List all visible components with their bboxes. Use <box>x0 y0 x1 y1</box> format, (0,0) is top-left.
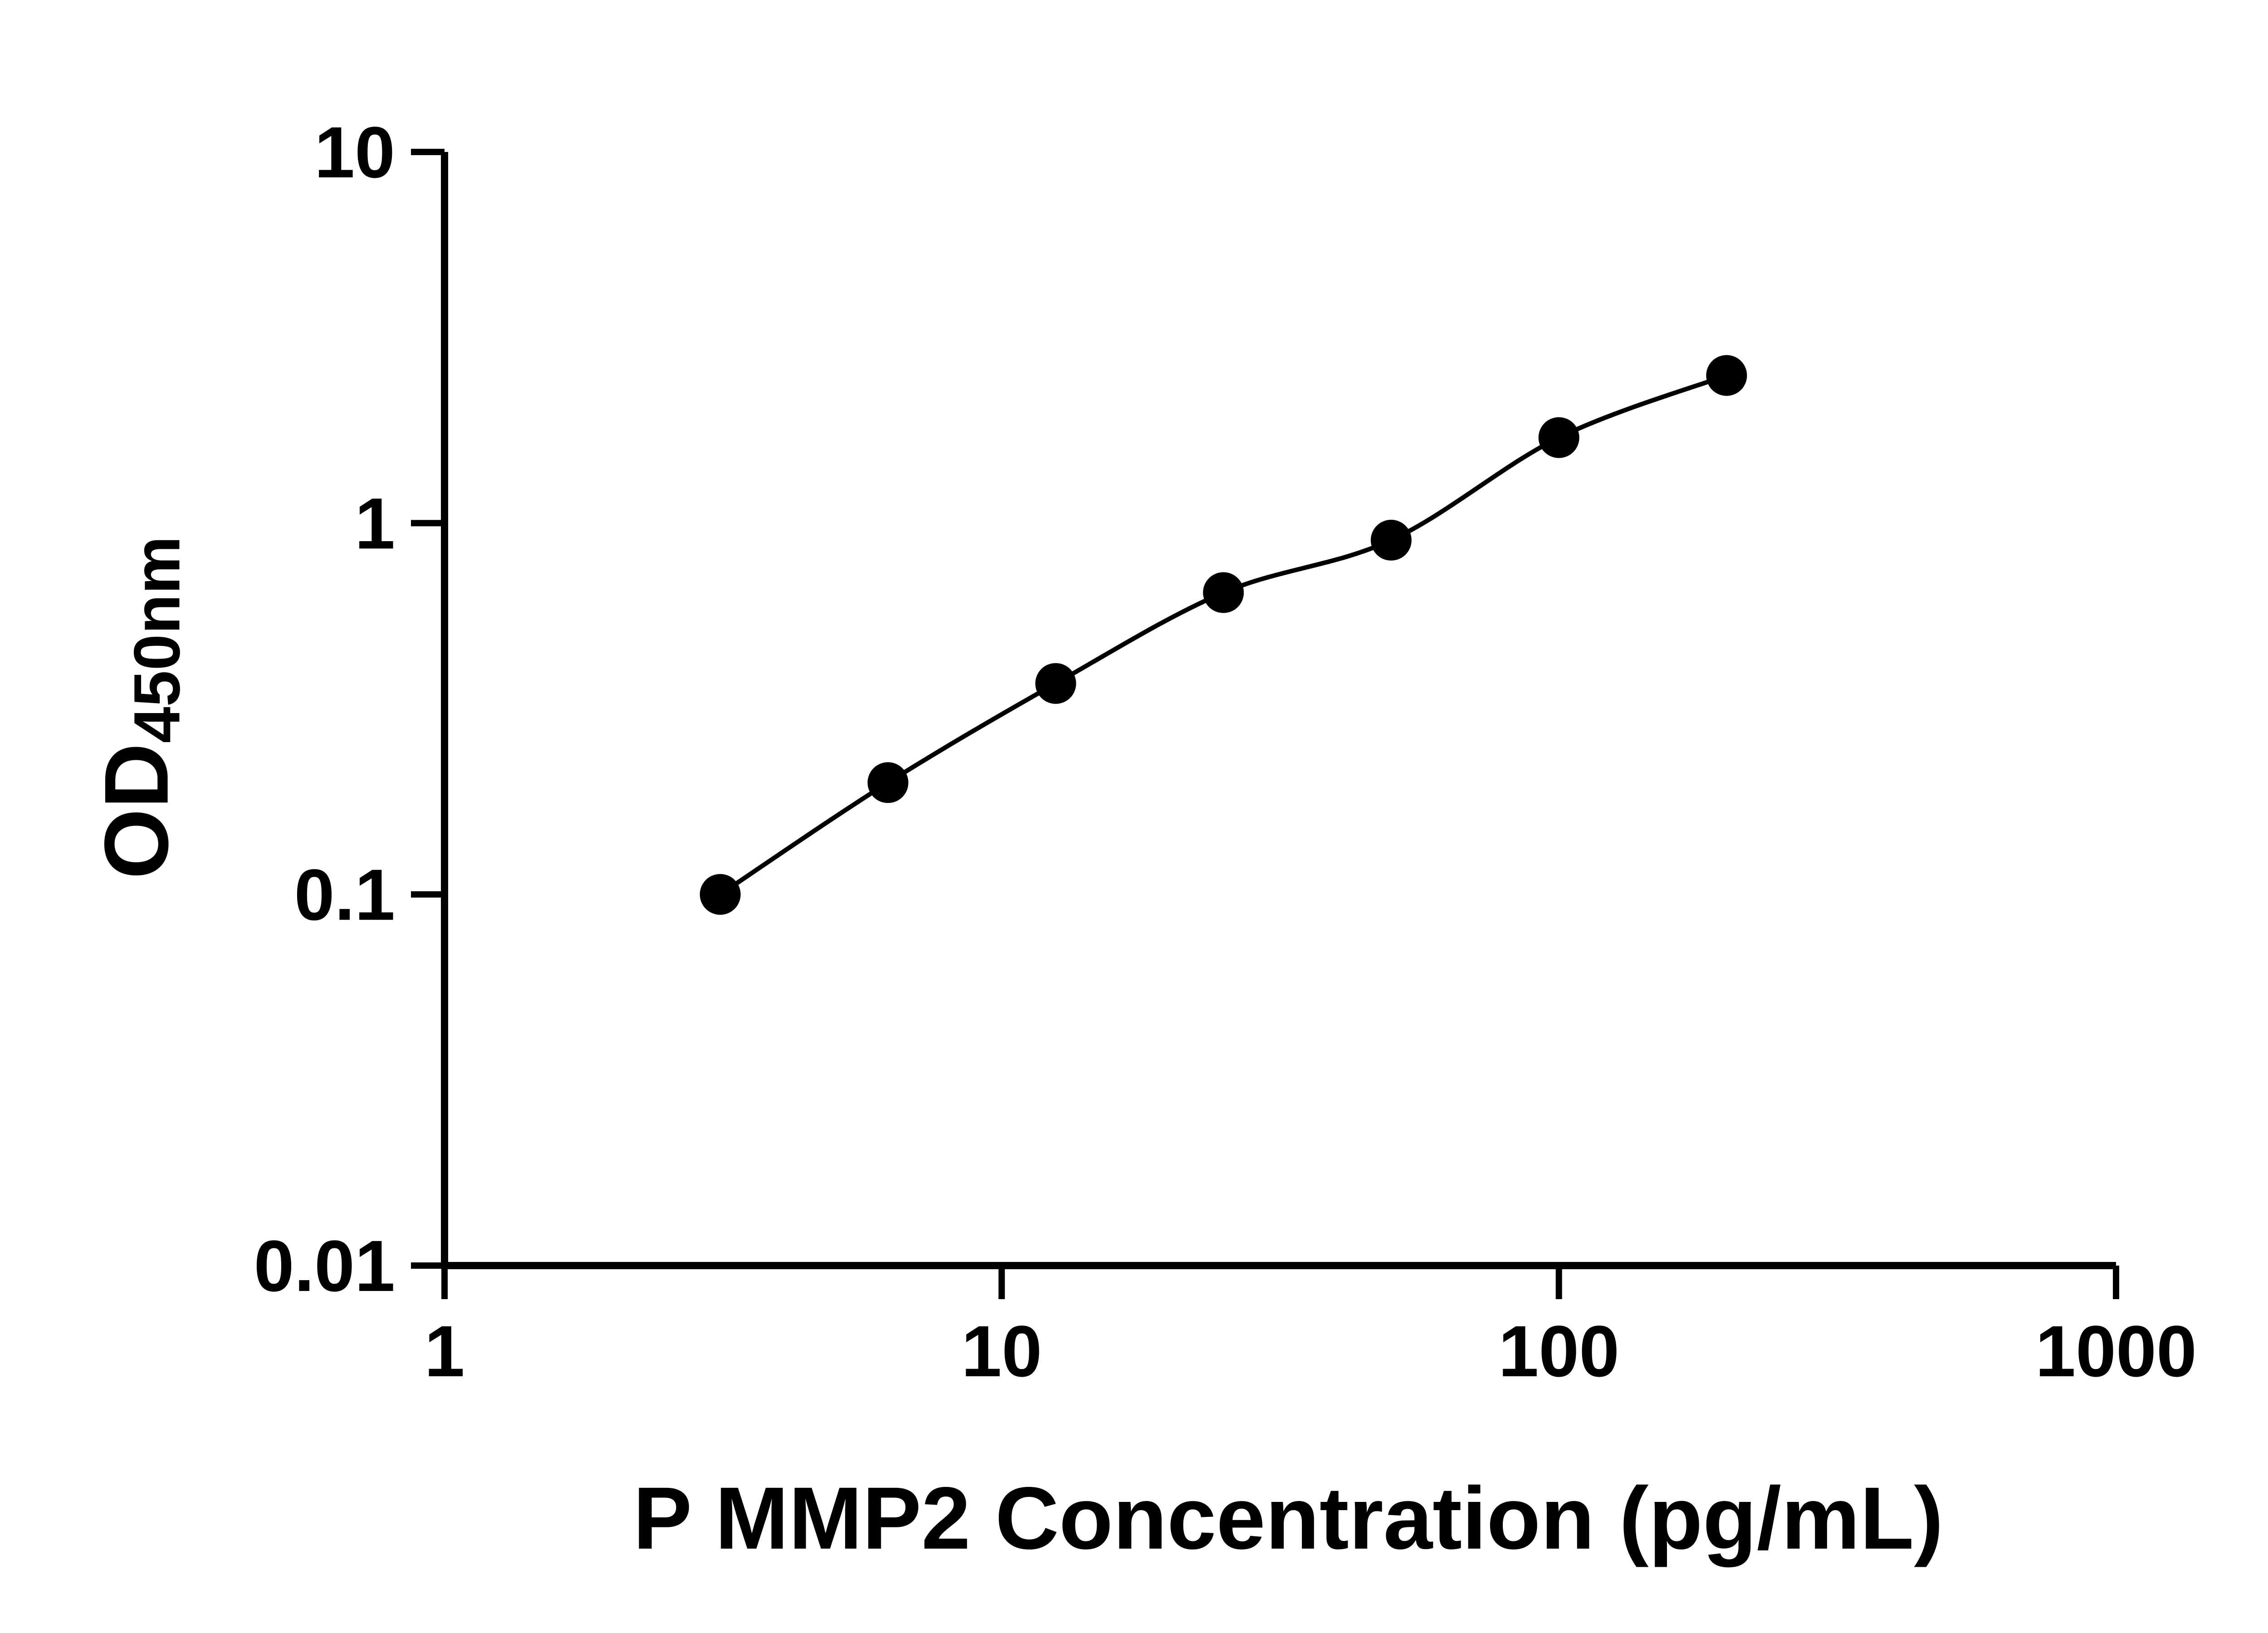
fit-curve <box>718 373 1729 897</box>
y-tick-label: 1 <box>355 483 395 564</box>
y-tick-label: 10 <box>314 112 395 193</box>
data-point <box>699 874 741 915</box>
data-point <box>1203 572 1244 613</box>
y-axis-title: OD450nm <box>86 536 194 879</box>
y-axis-title-subscript: 450nm <box>120 536 194 743</box>
data-point <box>1035 663 1076 704</box>
data-point <box>867 762 909 803</box>
y-tick-label: 0.01 <box>254 1225 395 1306</box>
y-tick-label: 0.1 <box>294 854 395 935</box>
data-point <box>1538 417 1579 458</box>
x-axis-title: P MMP2 Concentration (pg/mL) <box>633 1469 1944 1568</box>
x-tick-label: 10 <box>961 1310 1042 1392</box>
x-tick-label: 1 <box>425 1310 465 1392</box>
y-axis-title-main: OD <box>86 743 187 880</box>
data-point <box>1706 355 1747 396</box>
x-tick-label: 100 <box>1498 1310 1619 1392</box>
axes <box>441 152 2116 1269</box>
data-point <box>1370 519 1412 561</box>
x-tick-label: 1000 <box>2035 1310 2197 1392</box>
